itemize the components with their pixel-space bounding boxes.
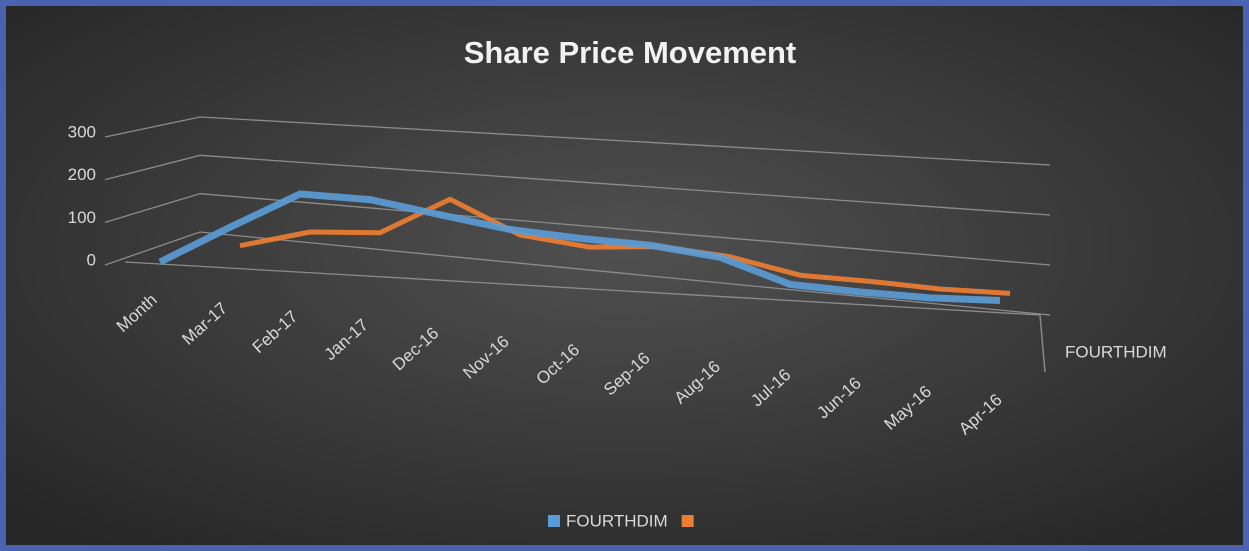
depth-axis-label: FOURTHDIM: [1065, 342, 1167, 361]
legend-swatch: [681, 515, 694, 527]
y-tick-label: 0: [87, 250, 96, 269]
chart-title: Share Price Movement: [464, 35, 797, 70]
series-line: [239, 196, 1011, 296]
grid-line: [104, 154, 1051, 216]
grid-line: [104, 193, 1051, 266]
legend-label: FOURTHDIM: [566, 511, 668, 530]
depth-axis: [1039, 314, 1046, 373]
y-tick-label: 200: [68, 165, 96, 184]
y-tick-label: 100: [68, 208, 96, 227]
series-line: [158, 190, 1001, 304]
grid-line: [104, 116, 1051, 166]
y-tick-label: 300: [68, 122, 96, 141]
floor-edge: [124, 261, 1041, 316]
grid-line: [104, 231, 1051, 316]
legend-swatch: [548, 515, 560, 527]
